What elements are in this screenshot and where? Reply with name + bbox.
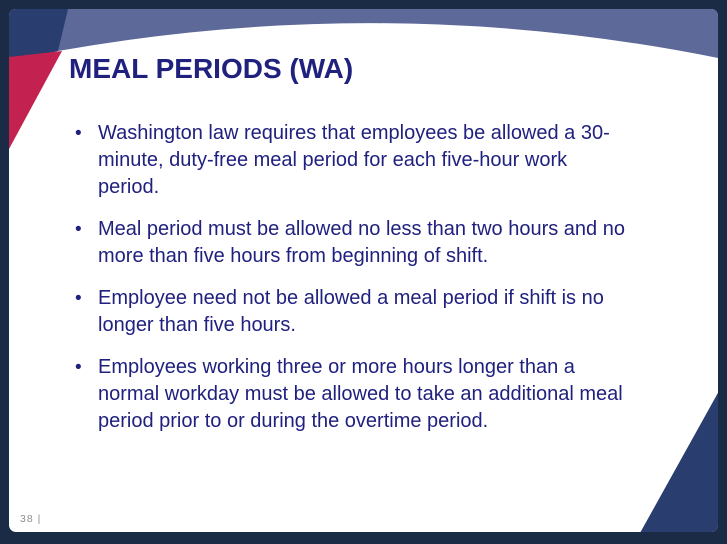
bullet-item: • Meal period must be allowed no less th… — [72, 216, 697, 270]
bullet-marker: • — [75, 219, 82, 240]
bullet-text: Employees working three or more hours lo… — [98, 356, 623, 432]
bullet-marker: • — [75, 123, 82, 144]
bullet-list: • Washington law requires that employees… — [72, 120, 697, 450]
bullet-marker: • — [75, 357, 82, 378]
bullet-item: • Washington law requires that employees… — [72, 120, 697, 201]
left-red-triangle-shape — [9, 51, 62, 149]
top-left-navy-wedge-shape — [9, 9, 68, 63]
slide-paper — [9, 9, 718, 532]
page-number: 38 | — [20, 513, 42, 525]
bullet-text: Washington law requires that employees b… — [98, 122, 610, 198]
bullet-item: • Employees working three or more hours … — [72, 354, 697, 435]
slide-title: MEAL PERIODS (WA) — [69, 53, 354, 84]
top-slate-curve-shape — [58, 9, 718, 58]
bullet-item: • Employee need not be allowed a meal pe… — [72, 285, 697, 339]
bullet-marker: • — [75, 288, 82, 309]
bottom-right-navy-triangle-shape — [640, 391, 718, 532]
bullet-text: Meal period must be allowed no less than… — [98, 218, 625, 267]
bullet-text: Employee need not be allowed a meal peri… — [98, 287, 604, 336]
